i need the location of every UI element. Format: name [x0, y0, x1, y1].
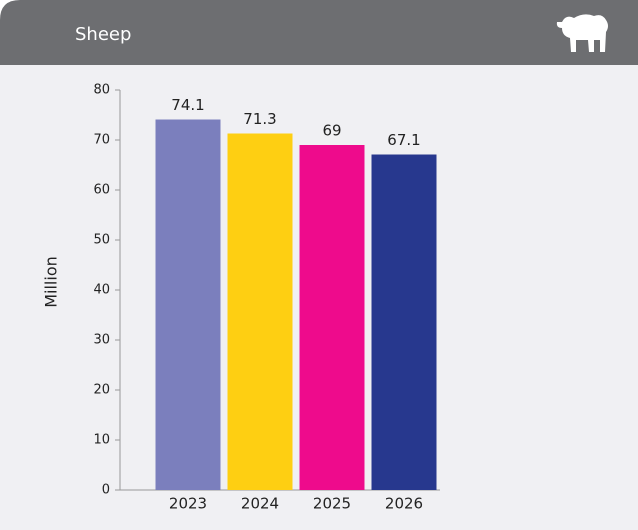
- y-axis-label: Million: [42, 256, 61, 308]
- x-tick-label: 2024: [241, 495, 279, 513]
- data-label: 69: [322, 122, 341, 140]
- bar: [299, 145, 365, 490]
- data-label: 71.3: [243, 110, 276, 128]
- bar: [155, 119, 221, 490]
- x-tick-label: 2026: [385, 495, 423, 513]
- y-tick-label: 0: [102, 483, 110, 498]
- bar: [227, 133, 293, 490]
- chart-title: Sheep: [75, 24, 131, 45]
- y-tick-label: 70: [93, 133, 110, 148]
- data-label: 74.1: [171, 96, 204, 114]
- y-tick-label: 20: [93, 383, 110, 398]
- data-label: 67.1: [387, 131, 420, 149]
- x-tick-label: 2023: [169, 495, 207, 513]
- header: [0, 0, 638, 65]
- y-tick-label: 60: [93, 183, 110, 198]
- y-tick-label: 10: [93, 433, 110, 448]
- y-tick-label: 30: [93, 333, 110, 348]
- y-tick-label: 40: [93, 283, 110, 298]
- x-tick-label: 2025: [313, 495, 351, 513]
- sheep-icon: [556, 14, 608, 52]
- y-tick-label: 80: [93, 83, 110, 98]
- bar: [371, 154, 437, 490]
- y-tick-label: 50: [93, 233, 110, 248]
